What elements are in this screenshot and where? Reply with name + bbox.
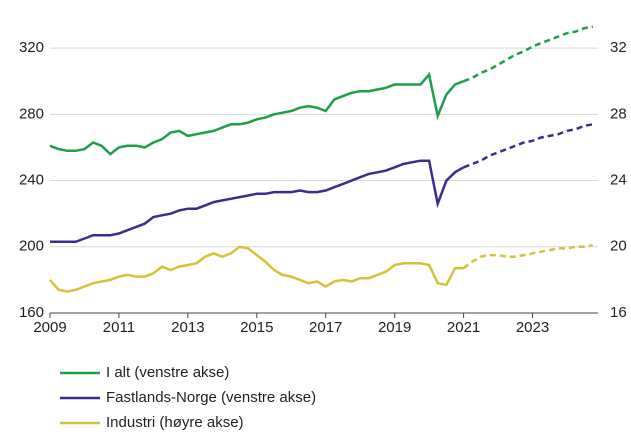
x-tick-label: 2015: [240, 319, 273, 336]
legend-label: I alt (venstre akse): [106, 364, 229, 381]
y-tick-label: 240: [19, 172, 44, 189]
y2-tick-label: 20: [610, 238, 627, 255]
y-tick-label: 280: [19, 105, 44, 122]
x-tick-label: 2019: [378, 319, 411, 336]
x-tick-label: 2011: [103, 319, 135, 336]
x-tick-label: 2023: [516, 319, 549, 336]
series-line: [49, 245, 464, 293]
y2-tick-label: 32: [610, 39, 627, 56]
forecast-line: [462, 243, 594, 270]
x-tick-label: 2021: [447, 319, 480, 336]
y2-tick-label: 28: [610, 105, 627, 122]
series-line: [49, 71, 465, 156]
x-tick-label: 2017: [309, 319, 342, 336]
y2-tick-label: 16: [610, 304, 627, 321]
series-line: [50, 159, 465, 244]
legend-label: Industri (høyre akse): [106, 414, 244, 431]
y-tick-label: 200: [19, 238, 44, 255]
y-tick-label: 320: [19, 39, 44, 56]
y-tick-label: 160: [19, 304, 44, 321]
x-tick-label: 2009: [33, 319, 66, 336]
x-tick-label: 2013: [171, 319, 204, 336]
forecast-line: [463, 123, 594, 169]
y2-tick-label: 24: [610, 172, 627, 189]
legend-label: Fastlands-Norge (venstre akse): [106, 389, 316, 406]
forecast-line: [463, 25, 594, 83]
